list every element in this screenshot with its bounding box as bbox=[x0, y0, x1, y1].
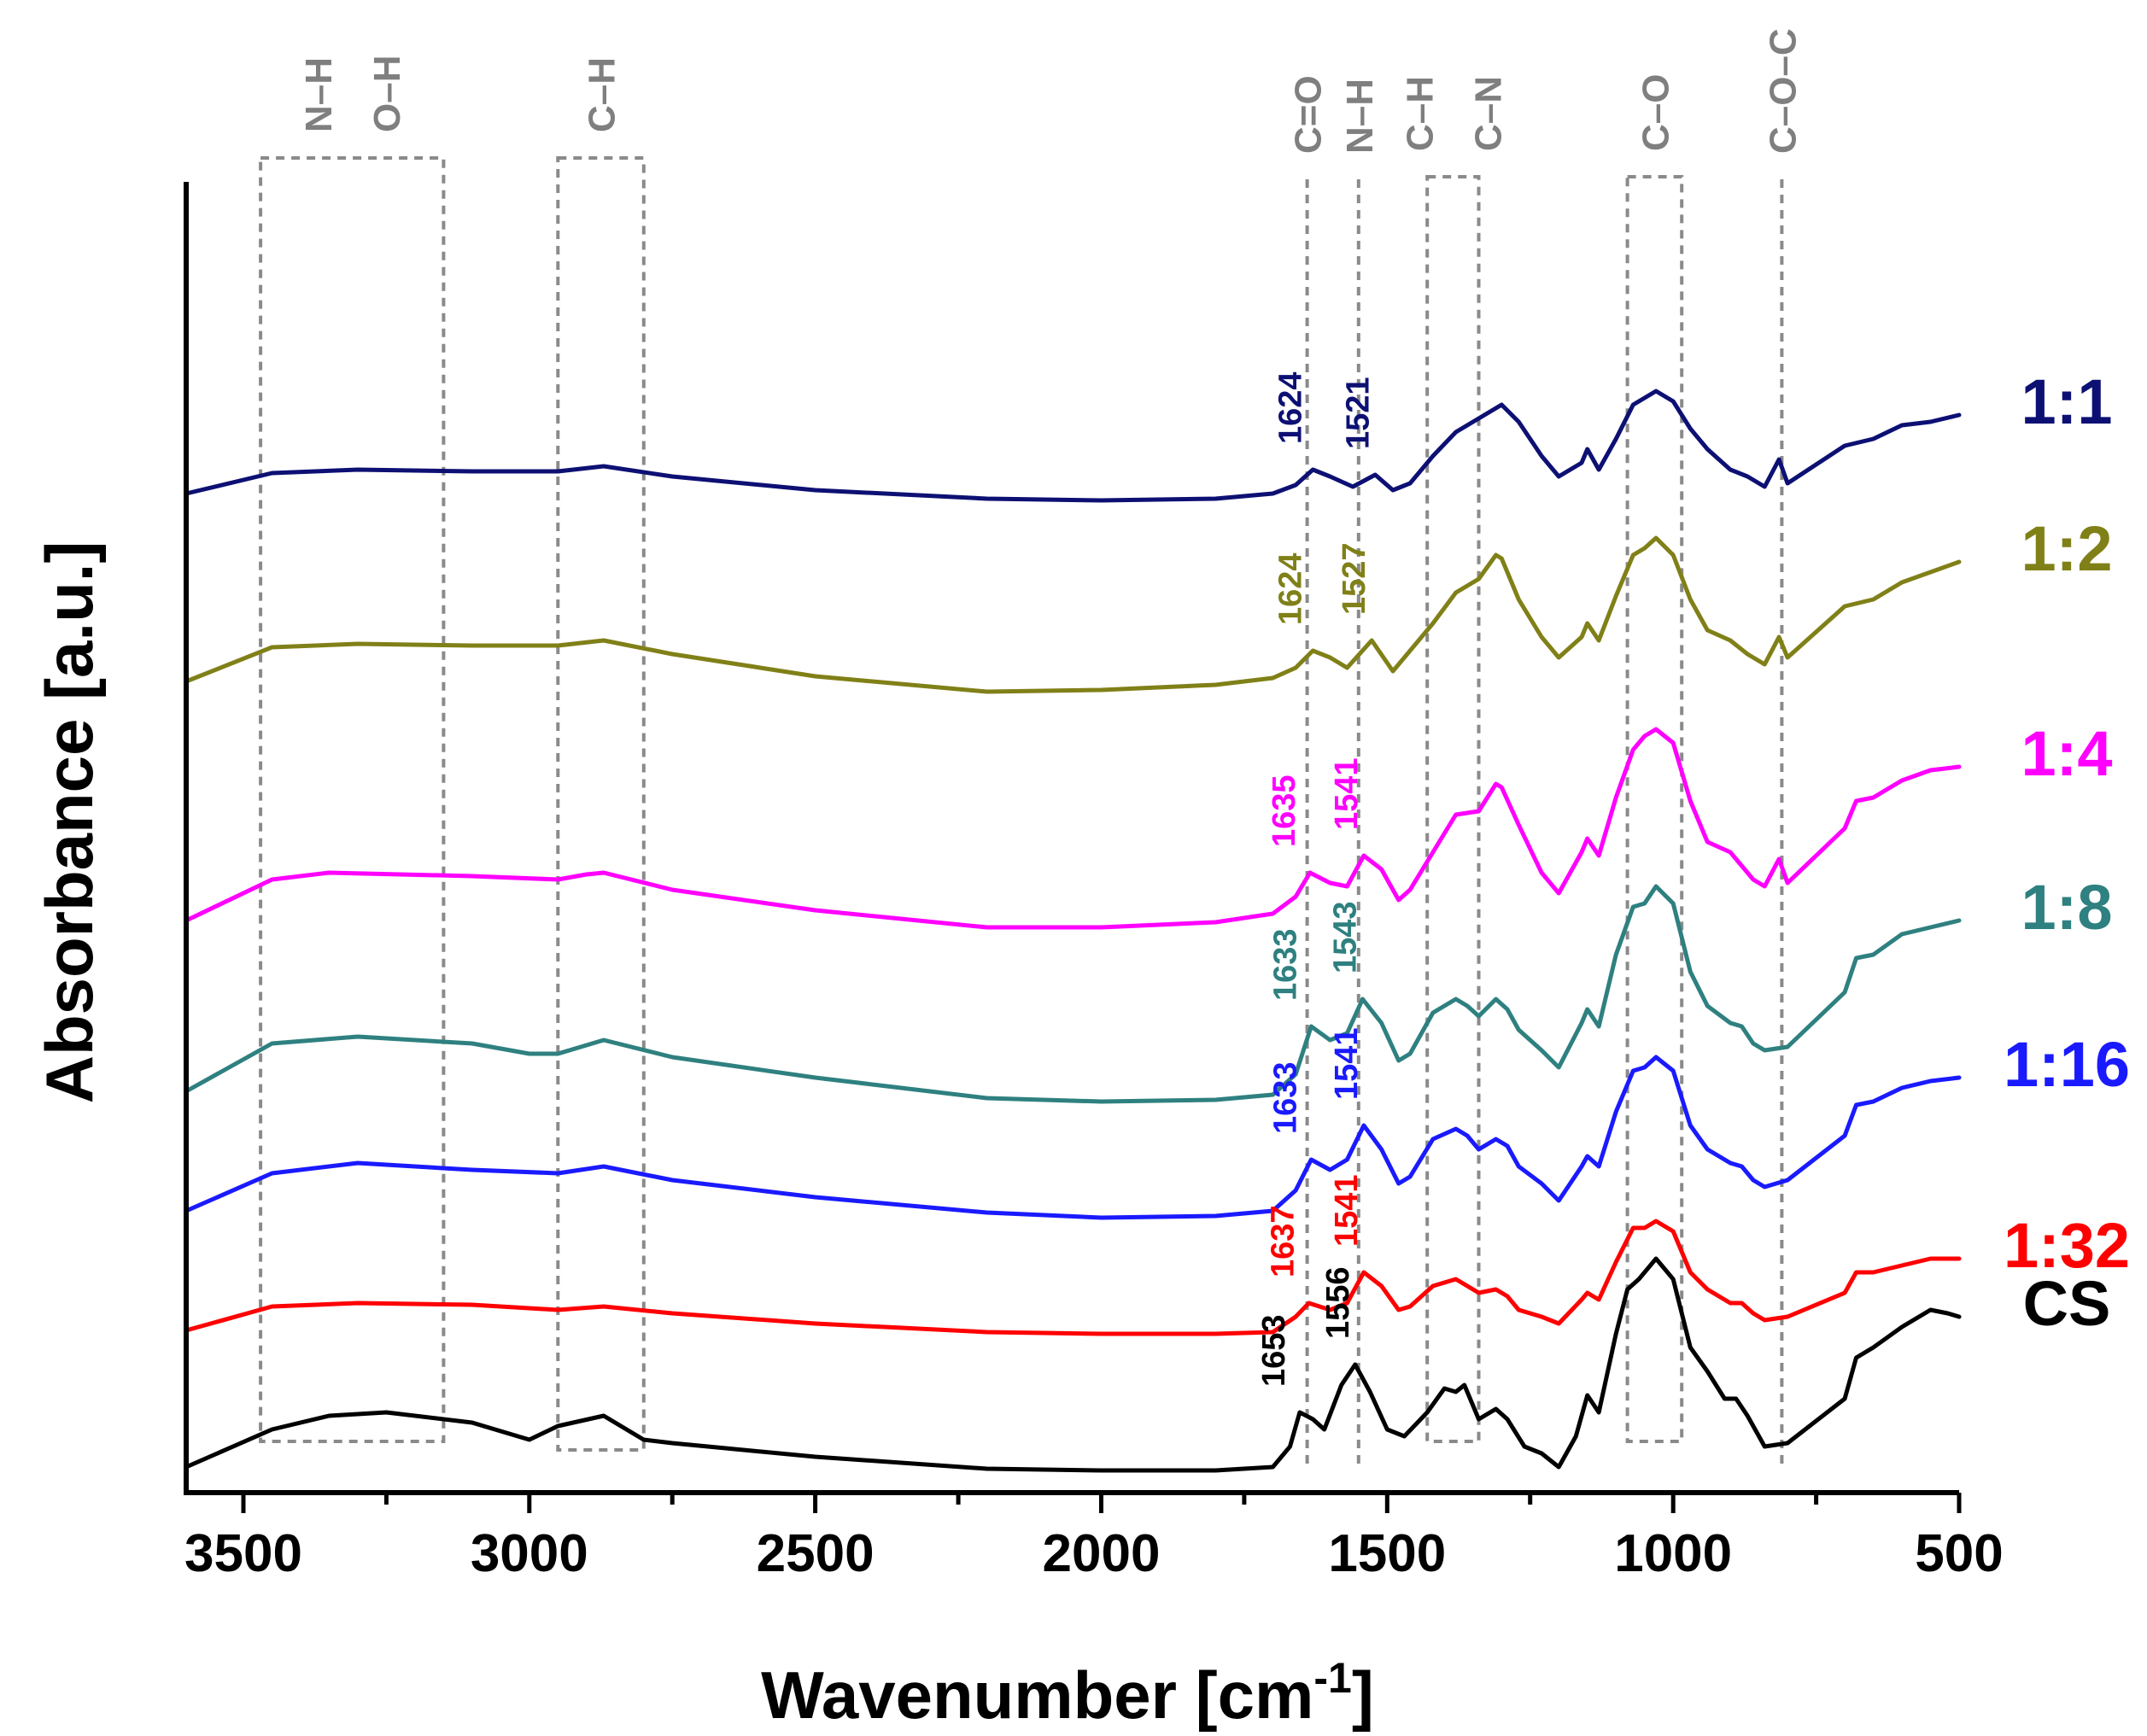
band-label-1-1: N–H bbox=[298, 57, 340, 132]
labels-layer: 1:1 1624 1521 1:2 1624 1527 1:4 1635 1541 1:8 1633… bbox=[1256, 366, 2130, 1387]
x-axis-title-end: ] bbox=[1352, 1657, 1374, 1733]
peak-label-cs-1653: 1653 bbox=[1256, 1314, 1292, 1387]
band-line-label-2: N–H bbox=[1339, 79, 1381, 154]
x-axis-title: Wavenumber [cm-1] bbox=[761, 1654, 1374, 1733]
x-ticks-layer: 3500 3000 2500 2000 1500 1000 500 bbox=[184, 1493, 2004, 1583]
x-axis-title-sup: -1 bbox=[1313, 1654, 1351, 1702]
band-markers-layer: N–H O–H C–H C–H C–N C–OC=O N–H C–O–C bbox=[259, 28, 1804, 1467]
series-label-cs: CS bbox=[2023, 1268, 2111, 1339]
peak-label-1-8-1543: 1543 bbox=[1328, 901, 1364, 973]
peak-label-1-4-1541: 1541 bbox=[1329, 757, 1365, 830]
peak-label-1-1-1624: 1624 bbox=[1272, 371, 1308, 444]
band-label-3-1: C–H bbox=[1399, 76, 1441, 151]
band-label-1-2: O–H bbox=[366, 56, 408, 132]
band-region-box-1 bbox=[259, 156, 446, 1443]
series-line-1-1 bbox=[184, 389, 1962, 503]
band-label-2-1: C–H bbox=[582, 57, 623, 132]
x-tick-label-1000: 1000 bbox=[1614, 1524, 1732, 1583]
series-label-1-16: 1:16 bbox=[2004, 1029, 2130, 1100]
band-label-3-2: C–N bbox=[1467, 76, 1509, 151]
x-tick-label-3500: 3500 bbox=[184, 1524, 302, 1583]
y-axis-title: Absorbance [a.u.] bbox=[32, 541, 107, 1104]
series-line-1-8 bbox=[184, 884, 1962, 1104]
x-tick-label-1500: 1500 bbox=[1328, 1524, 1446, 1583]
band-line-label-1: C=O bbox=[1288, 75, 1330, 154]
series-label-1-32: 1:32 bbox=[2004, 1210, 2130, 1281]
series-line-cs bbox=[184, 1256, 1962, 1473]
series-line-1-16 bbox=[184, 1055, 1962, 1220]
peak-label-1-2-1624: 1624 bbox=[1272, 552, 1308, 625]
series-label-1-8: 1:8 bbox=[2021, 872, 2113, 943]
series-layer bbox=[184, 389, 1962, 1473]
series-label-1-4: 1:4 bbox=[2021, 718, 2113, 789]
peak-label-1-16-1541: 1541 bbox=[1329, 1027, 1365, 1100]
peak-label-1-1-1521: 1521 bbox=[1340, 377, 1376, 449]
peak-label-1-16-1633: 1633 bbox=[1267, 1061, 1303, 1134]
band-line-label-3: C–O–C bbox=[1762, 28, 1804, 154]
band-label-4-1: C–O bbox=[1635, 74, 1676, 151]
series-label-1-1: 1:1 bbox=[2021, 366, 2113, 437]
peak-label-1-4-1635: 1635 bbox=[1267, 774, 1302, 847]
peak-label-1-32-1541: 1541 bbox=[1329, 1174, 1365, 1247]
band-region-box-3 bbox=[1425, 175, 1481, 1443]
series-label-1-2: 1:2 bbox=[2021, 513, 2113, 584]
peak-label-cs-1556: 1556 bbox=[1320, 1266, 1356, 1339]
series-line-1-2 bbox=[184, 535, 1962, 694]
band-region-box-2 bbox=[556, 156, 646, 1452]
x-tick-label-500: 500 bbox=[1915, 1524, 2003, 1583]
x-tick-label-3000: 3000 bbox=[471, 1524, 588, 1583]
peak-label-1-32-1637: 1637 bbox=[1266, 1205, 1302, 1277]
x-axis-title-main: Wavenumber [cm bbox=[761, 1657, 1313, 1733]
axes-layer bbox=[184, 182, 1959, 1495]
x-tick-label-2000: 2000 bbox=[1043, 1524, 1161, 1583]
peak-label-1-8-1633: 1633 bbox=[1267, 928, 1303, 1001]
peak-label-1-2-1527: 1527 bbox=[1337, 542, 1372, 615]
band-region-box-4 bbox=[1625, 175, 1684, 1443]
x-tick-label-2500: 2500 bbox=[757, 1524, 875, 1583]
series-line-1-4 bbox=[184, 727, 1962, 930]
series-line-1-32 bbox=[184, 1219, 1962, 1336]
